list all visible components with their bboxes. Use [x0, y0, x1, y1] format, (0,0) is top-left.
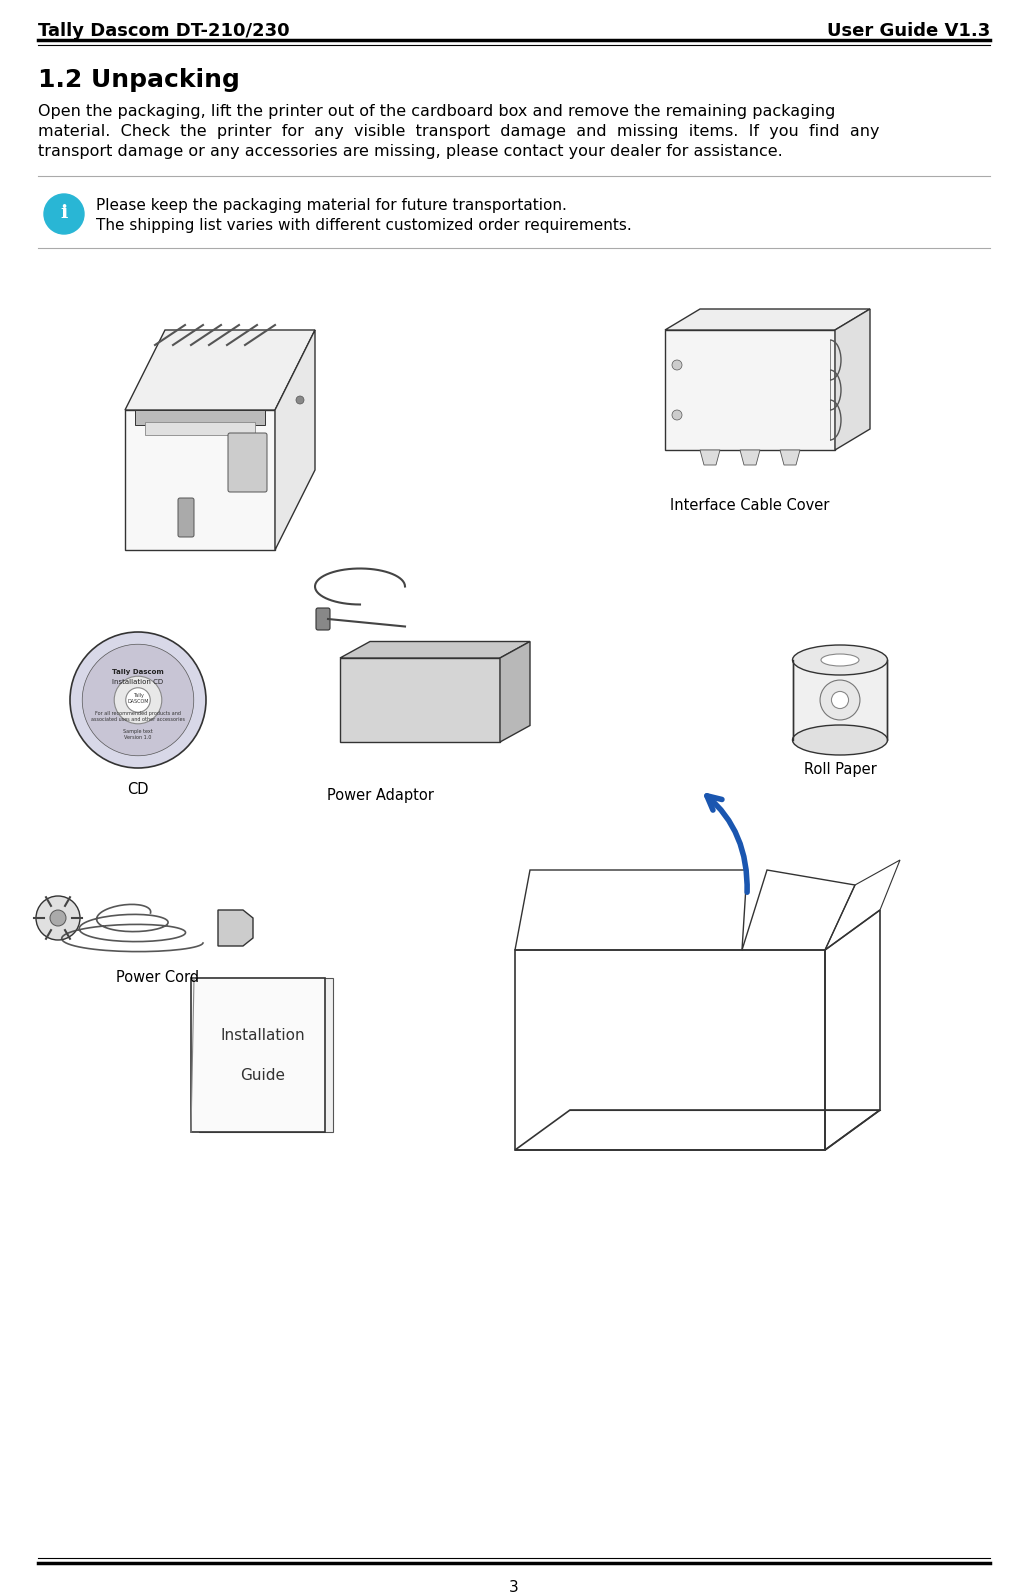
Text: associated uses and other accessories: associated uses and other accessories [91, 716, 185, 722]
Text: Interface Cable Cover: Interface Cable Cover [670, 497, 830, 513]
Text: For all recommended products and: For all recommended products and [95, 711, 181, 716]
Polygon shape [740, 450, 760, 465]
Text: transport damage or any accessories are missing, please contact your dealer for : transport damage or any accessories are … [38, 143, 782, 159]
Text: Tally Dascom: Tally Dascom [112, 669, 163, 674]
Circle shape [114, 676, 161, 724]
Text: Tally Dascom DT-210/230: Tally Dascom DT-210/230 [38, 22, 290, 40]
Circle shape [50, 910, 66, 926]
Circle shape [36, 896, 80, 940]
Circle shape [125, 687, 150, 713]
Polygon shape [340, 641, 530, 658]
Text: Installation CD: Installation CD [112, 679, 163, 685]
Circle shape [44, 194, 84, 234]
Text: The shipping list varies with different customized order requirements.: The shipping list varies with different … [96, 218, 632, 233]
Circle shape [672, 360, 682, 370]
Text: Open the packaging, lift the printer out of the cardboard box and remove the rem: Open the packaging, lift the printer out… [38, 104, 836, 120]
Polygon shape [665, 330, 835, 450]
Circle shape [70, 631, 206, 768]
Text: Power Adaptor: Power Adaptor [327, 787, 434, 803]
Ellipse shape [793, 725, 887, 756]
Text: Sample text: Sample text [123, 728, 153, 733]
Text: DASCOM: DASCOM [127, 698, 149, 703]
Ellipse shape [793, 646, 887, 674]
Text: material.  Check  the  printer  for  any  visible  transport  damage  and  missi: material. Check the printer for any visi… [38, 124, 880, 139]
FancyBboxPatch shape [316, 607, 330, 630]
Text: Roll Paper: Roll Paper [804, 762, 877, 776]
Text: Please keep the packaging material for future transportation.: Please keep the packaging material for f… [96, 198, 566, 214]
Ellipse shape [832, 692, 848, 709]
Polygon shape [191, 979, 325, 1132]
Polygon shape [125, 330, 315, 410]
Polygon shape [135, 410, 265, 426]
Polygon shape [199, 979, 333, 1132]
Text: 3: 3 [509, 1580, 519, 1594]
Polygon shape [835, 309, 870, 450]
Polygon shape [125, 410, 276, 550]
Ellipse shape [821, 654, 859, 666]
Text: Installation: Installation [221, 1028, 305, 1042]
Ellipse shape [820, 681, 860, 720]
Circle shape [82, 644, 193, 756]
Text: Guide: Guide [241, 1068, 286, 1082]
Polygon shape [276, 330, 315, 550]
FancyBboxPatch shape [228, 434, 267, 493]
Text: i: i [61, 204, 68, 222]
FancyBboxPatch shape [178, 497, 194, 537]
Text: CD: CD [127, 783, 149, 797]
Circle shape [296, 395, 304, 403]
Text: Tally: Tally [133, 692, 144, 698]
Text: User Guide V1.3: User Guide V1.3 [827, 22, 990, 40]
Polygon shape [340, 658, 500, 741]
Polygon shape [665, 309, 870, 330]
Text: 1.2 Unpacking: 1.2 Unpacking [38, 69, 240, 92]
Text: Version 1.0: Version 1.0 [124, 735, 152, 740]
Polygon shape [700, 450, 720, 465]
Text: Power Cord: Power Cord [116, 971, 199, 985]
Polygon shape [793, 660, 887, 740]
Polygon shape [780, 450, 800, 465]
Polygon shape [218, 910, 253, 945]
Polygon shape [145, 422, 255, 435]
Polygon shape [500, 641, 530, 741]
Circle shape [672, 410, 682, 419]
